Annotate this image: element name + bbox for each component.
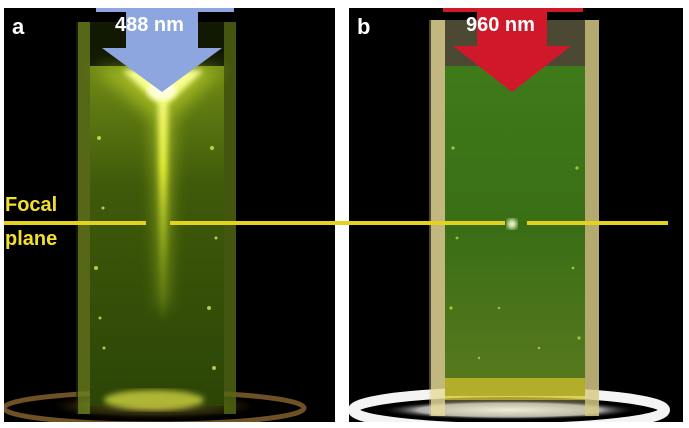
- focal-plane-line: [170, 221, 505, 225]
- wavelength-label-960: 960 nm: [466, 14, 535, 36]
- excitation-arrow-488: [96, 8, 234, 92]
- panel-a-letter: a: [12, 14, 25, 39]
- focal-plane-line: [4, 221, 146, 225]
- cuvette-one-photon-image: [4, 8, 307, 422]
- photo-panel-b: b 960 nm: [349, 8, 683, 422]
- focal-plane-label-line2: plane: [5, 228, 58, 250]
- focal-plane-label-line1: Focal: [5, 194, 58, 216]
- focal-plane-line: [527, 221, 668, 225]
- photo-panel-a: a 488 nm: [4, 8, 335, 422]
- cuvette-two-photon-image: [349, 8, 670, 422]
- wavelength-label-488: 488 nm: [115, 14, 184, 36]
- excitation-arrow-960: [443, 8, 583, 92]
- panel-b-letter: b: [357, 14, 371, 39]
